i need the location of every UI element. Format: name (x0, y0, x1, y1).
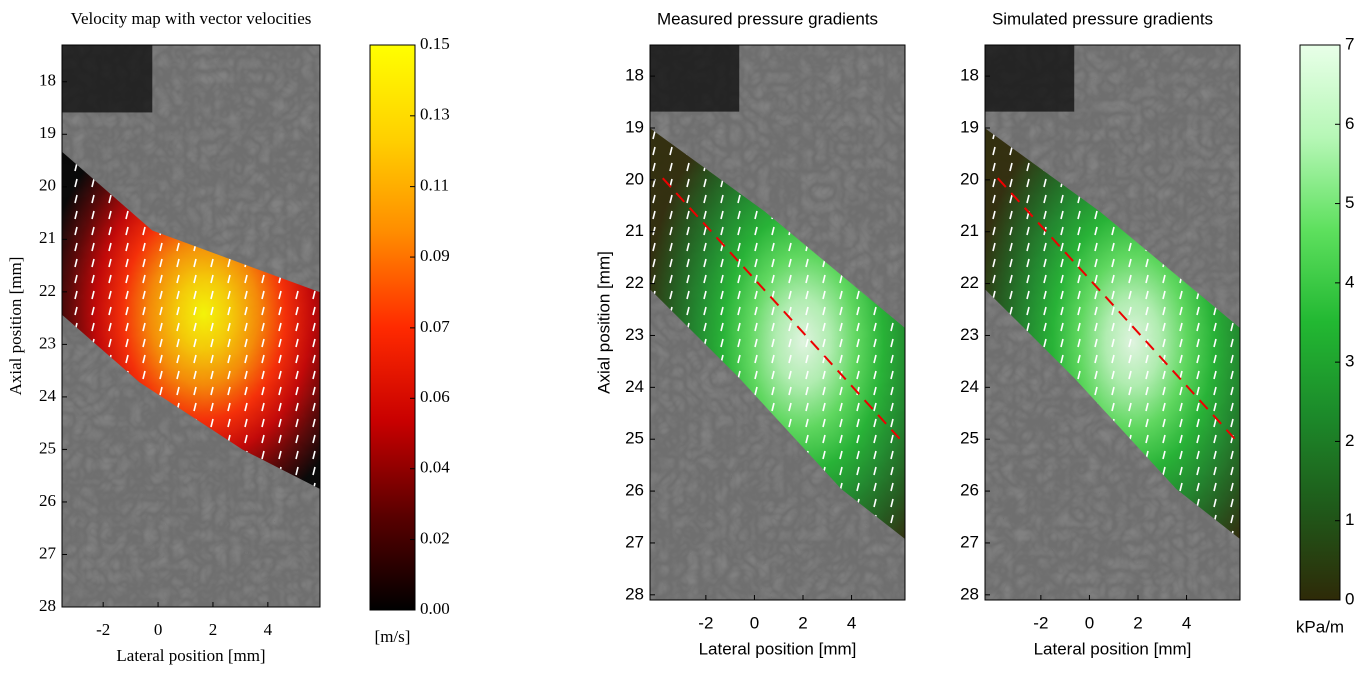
x-tick-label: 2 (1133, 613, 1142, 632)
x-axis-label: Lateral position [mm] (699, 639, 857, 658)
y-tick-label: 21 (625, 221, 644, 240)
y-tick-label: 23 (960, 325, 979, 344)
image (650, 45, 905, 600)
dark-region (650, 45, 740, 112)
y-tick-label: 22 (39, 281, 56, 300)
y-axis-label: Axial position [mm] (6, 257, 25, 396)
colorbar-tick-label: 0.09 (420, 246, 450, 265)
chart-title: Measured pressure gradients (657, 9, 878, 28)
colorbar-tick-label: 0 (1345, 589, 1354, 608)
y-tick-label: 21 (39, 228, 56, 247)
x-tick-label: 0 (1085, 613, 1094, 632)
y-tick-label: 26 (625, 481, 644, 500)
colorbar-label: kPa/m (1296, 617, 1344, 636)
y-tick-label: 28 (960, 584, 979, 603)
chart-title: Velocity map with vector velocities (71, 9, 312, 28)
x-axis-label: Lateral position [mm] (1034, 639, 1192, 658)
y-tick-label: 19 (625, 117, 644, 136)
y-tick-label: 18 (39, 71, 56, 90)
colorbar-tick-label: 2 (1345, 431, 1354, 450)
axes-frame (61, 44, 321, 608)
colorbar-tick-label: 7 (1345, 34, 1354, 53)
y-tick-label: 23 (625, 325, 644, 344)
image (62, 45, 320, 607)
y-tick-label: 23 (39, 333, 56, 352)
colorbar-tick-label: 0.06 (420, 387, 450, 406)
dark-region (62, 45, 153, 113)
y-tick-label: 22 (960, 273, 979, 292)
y-tick-label: 21 (960, 221, 979, 240)
x-tick-label: -2 (698, 613, 713, 632)
colorbar-tick-label: 0.04 (420, 458, 450, 477)
x-tick-label: -2 (1033, 613, 1048, 632)
colorbar-tick-label: 0.00 (420, 599, 450, 618)
y-tick-label: 20 (39, 176, 56, 195)
colorbar-tick-label: 1 (1345, 510, 1354, 529)
y-tick-label: 26 (960, 481, 979, 500)
y-tick-label: 24 (960, 377, 979, 396)
y-tick-label: 25 (625, 429, 644, 448)
y-tick-label: 20 (960, 169, 979, 188)
y-tick-label: 27 (960, 532, 979, 551)
y-tick-label: 28 (625, 584, 644, 603)
vector-arrows (62, 151, 320, 489)
y-tick-label: 24 (39, 386, 57, 405)
colorbar-tick-label: 5 (1345, 193, 1354, 212)
colorbar-tick-label: 4 (1345, 272, 1354, 291)
colorbar (369, 44, 416, 611)
x-tick-label: 4 (264, 620, 273, 639)
colorbar (1299, 44, 1341, 601)
axes-frame (649, 44, 906, 601)
y-tick-label: 20 (625, 169, 644, 188)
x-tick-label: 0 (154, 620, 163, 639)
y-tick-label: 18 (625, 66, 644, 85)
x-tick-label: 4 (1182, 613, 1191, 632)
vector-arrows (650, 128, 905, 539)
axes-frame (984, 44, 1241, 601)
colorbar-tick-label: 0.02 (420, 528, 450, 547)
colorbar-tick-label: 0.07 (420, 317, 450, 336)
x-tick-label: 2 (209, 620, 218, 639)
colorbar-label: [m/s] (375, 627, 411, 646)
colorbar-tick-label: 0.11 (420, 176, 449, 195)
x-axis-label: Lateral position [mm] (116, 646, 265, 665)
y-tick-label: 28 (39, 596, 56, 615)
dark-region (985, 45, 1075, 112)
chart-title: Simulated pressure gradients (992, 9, 1213, 28)
y-tick-label: 26 (39, 491, 56, 510)
y-tick-label: 18 (960, 66, 979, 85)
colorbar-tick-label: 3 (1345, 352, 1354, 371)
y-axis-label: Axial position [mm] (594, 251, 613, 394)
y-tick-label: 27 (39, 543, 57, 562)
y-tick-label: 19 (960, 117, 979, 136)
colorbar-tick-label: 0.13 (420, 105, 450, 124)
profile-line (662, 177, 905, 446)
y-tick-label: 19 (39, 123, 56, 142)
y-tick-label: 24 (625, 377, 644, 396)
y-tick-label: 25 (39, 438, 56, 457)
colorbar-tick-label: 0.15 (420, 34, 450, 53)
colorbar-tick-label: 6 (1345, 114, 1354, 133)
x-tick-label: -2 (96, 620, 110, 639)
image (985, 45, 1240, 600)
y-tick-label: 25 (960, 429, 979, 448)
x-tick-label: 4 (847, 613, 856, 632)
x-tick-label: 2 (798, 613, 807, 632)
y-tick-label: 27 (625, 532, 644, 551)
vector-arrows (985, 128, 1240, 539)
x-tick-label: 0 (750, 613, 759, 632)
profile-line (997, 177, 1240, 446)
y-tick-label: 22 (625, 273, 644, 292)
